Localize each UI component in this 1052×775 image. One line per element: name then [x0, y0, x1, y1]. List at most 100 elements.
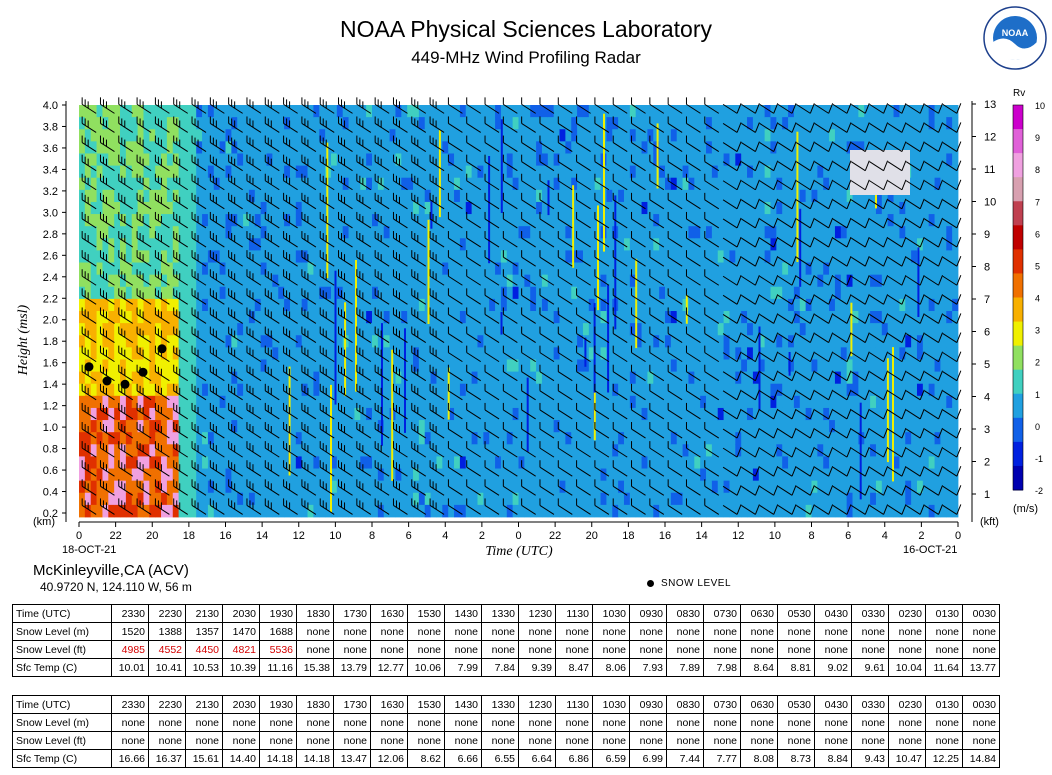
- heatmap-cell: [618, 311, 625, 324]
- heatmap-cell: [893, 492, 900, 506]
- heatmap-cell: [248, 432, 256, 445]
- heatmap-cell: [366, 504, 373, 518]
- heatmap-cell: [811, 262, 818, 276]
- heatmap-cell: [137, 395, 144, 409]
- heatmap-cell: [536, 420, 543, 433]
- heatmap-cell: [278, 371, 285, 385]
- heatmap-cell: [448, 201, 455, 215]
- heatmap-cell: [196, 504, 203, 518]
- heatmap-cell: [213, 129, 221, 142]
- heatmap-cell: [260, 432, 267, 445]
- heatmap-cell: [805, 371, 812, 385]
- heatmap-cell: [430, 201, 437, 215]
- heatmap-cell: [354, 444, 361, 457]
- heatmap-cell: [694, 335, 701, 348]
- heatmap-cell: [155, 105, 162, 118]
- heatmap-cell: [114, 323, 121, 336]
- heatmap-cell: [770, 456, 777, 469]
- heatmap-cell: [717, 420, 724, 433]
- heatmap-cell: [524, 504, 531, 518]
- heatmap-cell: [911, 456, 918, 469]
- heatmap-cell: [166, 492, 174, 506]
- heatmap-cell: [729, 165, 736, 179]
- heatmap-cell: [330, 407, 338, 421]
- heatmap-cell: [565, 359, 572, 372]
- heatmap-cell: [237, 201, 244, 215]
- heatmap-cell: [717, 432, 724, 445]
- heatmap-cell: [547, 298, 555, 312]
- heatmap-cell: [407, 323, 414, 336]
- heatmap-cell: [530, 153, 537, 166]
- heatmap-cell: [430, 250, 437, 263]
- heatmap-cell: [870, 371, 877, 385]
- heatmap-cell: [413, 420, 420, 433]
- heatmap-cell: [237, 165, 244, 179]
- heatmap-cell: [342, 286, 349, 300]
- heatmap-cell: [178, 298, 185, 312]
- heatmap-cell: [272, 262, 279, 276]
- heatmap-cell: [846, 480, 853, 494]
- heatmap-cell: [512, 177, 519, 191]
- heatmap-cell: [495, 129, 502, 142]
- heatmap-cell: [577, 201, 584, 215]
- heatmap-cell: [518, 298, 525, 312]
- heatmap-cell: [500, 323, 508, 336]
- heatmap-cell: [911, 323, 918, 336]
- heatmap-cell: [747, 456, 754, 469]
- heatmap-cell: [90, 262, 97, 276]
- heatmap-cell: [694, 359, 701, 372]
- heatmap-cell: [424, 105, 431, 118]
- heatmap-cell: [834, 201, 842, 215]
- heatmap-cell: [301, 298, 308, 312]
- heatmap-cell: [817, 286, 824, 300]
- heatmap-cell: [178, 201, 185, 215]
- heatmap-cell: [360, 189, 367, 203]
- heatmap-cell: [465, 395, 473, 409]
- heatmap-cell: [424, 432, 431, 445]
- heatmap-cell: [500, 311, 508, 324]
- heatmap-cell: [330, 165, 338, 179]
- heatmap-cell: [834, 347, 842, 360]
- heatmap-cell: [454, 444, 461, 457]
- heatmap-cell: [887, 298, 894, 312]
- heatmap-cell: [823, 444, 830, 457]
- heatmap-cell: [829, 420, 836, 433]
- heatmap-cell: [413, 456, 420, 469]
- heatmap-cell: [840, 432, 848, 445]
- heatmap-cell: [459, 250, 467, 263]
- heatmap-cell: [319, 141, 326, 154]
- heatmap-cell: [243, 359, 250, 372]
- heatmap-cell: [155, 141, 162, 154]
- heatmap-cell: [161, 468, 168, 482]
- heatmap-cell: [735, 117, 742, 130]
- heatmap-cell: [653, 456, 660, 469]
- heatmap-cell: [612, 504, 619, 518]
- heatmap-cell: [934, 347, 941, 360]
- heatmap-cell: [395, 504, 402, 518]
- heatmap-cell: [711, 456, 719, 469]
- heatmap-cell: [635, 504, 642, 518]
- heatmap-cell: [799, 141, 807, 154]
- heatmap-cell: [512, 383, 519, 397]
- heatmap-cell: [641, 226, 648, 239]
- heatmap-cell: [442, 177, 449, 191]
- heatmap-cell: [541, 105, 549, 118]
- heatmap-cell: [266, 407, 273, 421]
- heatmap-cell: [717, 371, 724, 385]
- heatmap-cell: [829, 226, 836, 239]
- heatmap-cell: [811, 286, 818, 300]
- heatmap-cell: [307, 129, 314, 142]
- heatmap-cell: [418, 129, 426, 142]
- heatmap-cell: [108, 480, 115, 494]
- heatmap-cell: [541, 189, 549, 203]
- heatmap-cell: [424, 468, 431, 482]
- heatmap-cell: [278, 335, 285, 348]
- heatmap-cell: [875, 250, 883, 263]
- heatmap-cell: [594, 395, 601, 409]
- heatmap-cell: [659, 420, 666, 433]
- heatmap-cell: [864, 480, 871, 494]
- heatmap-cell: [108, 432, 115, 445]
- heatmap-cell: [401, 504, 408, 518]
- heatmap-cell: [559, 371, 566, 385]
- heatmap-cell: [905, 395, 912, 409]
